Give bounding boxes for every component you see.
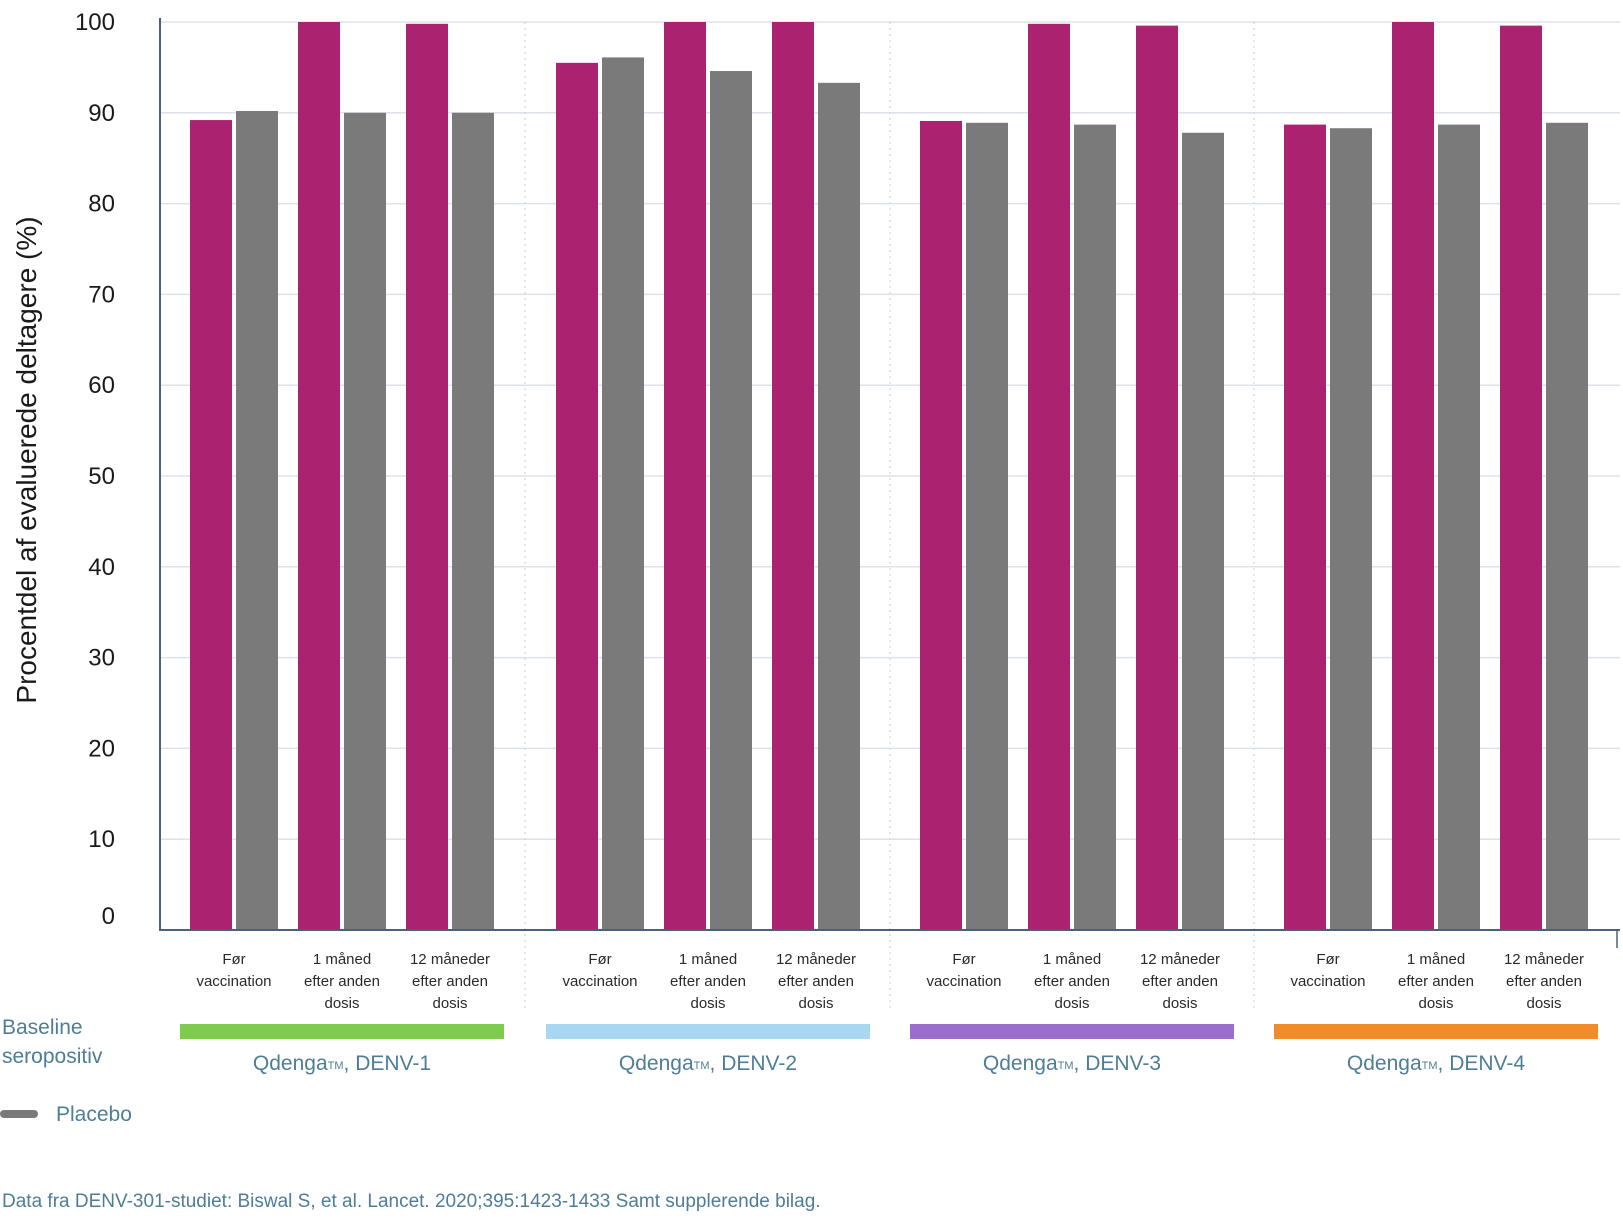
bar-qdenga — [920, 120, 962, 931]
group-color-bar — [180, 1024, 504, 1039]
bar-placebo — [1330, 128, 1372, 931]
bar-qdenga — [556, 62, 598, 931]
group-color-bars — [180, 1024, 1598, 1039]
axes — [159, 18, 1620, 948]
bar-placebo — [236, 110, 278, 930]
bar-placebo — [1438, 124, 1480, 930]
category-label: Før vaccination — [1290, 951, 1365, 990]
bar-qdenga — [406, 23, 448, 931]
source-citation: Data fra DENV-301-studiet: Biswal S, et … — [2, 1191, 821, 1212]
category-label: Før vaccination — [562, 951, 637, 990]
bar-placebo — [1546, 122, 1588, 930]
bar-placebo — [1074, 124, 1116, 930]
group-label: QdengaTM, DENV-3 — [983, 1052, 1161, 1075]
bar-placebo — [1182, 132, 1224, 930]
y-tick-label: 70 — [88, 281, 115, 308]
legend-placebo-swatch — [0, 1110, 38, 1118]
y-tick-label: 80 — [88, 191, 115, 218]
bar-placebo — [344, 112, 386, 931]
group-label: QdengaTM, DENV-2 — [619, 1052, 797, 1075]
category-label: 12 måneder efter anden dosis — [1140, 951, 1220, 1012]
bar-qdenga — [298, 22, 340, 930]
y-tick-label: 30 — [88, 645, 115, 672]
category-label: 1 måned efter anden dosis — [304, 951, 380, 1012]
group-color-bar — [546, 1024, 870, 1039]
y-tick-label: 90 — [88, 100, 115, 127]
bar-placebo — [966, 122, 1008, 930]
bar-qdenga — [190, 120, 232, 930]
y-tick-label: 20 — [88, 735, 115, 762]
bar-placebo — [818, 82, 860, 930]
bar-qdenga — [1136, 25, 1178, 930]
category-label: 12 måneder efter anden dosis — [776, 951, 856, 1012]
y-tick-label: 50 — [88, 463, 115, 490]
category-label: 1 måned efter anden dosis — [1034, 951, 1110, 1012]
group-separators — [524, 22, 1255, 1010]
group-label: QdengaTM, DENV-1 — [253, 1052, 431, 1075]
legend-baseline-line1: Baseline — [2, 1016, 83, 1039]
category-label: Før vaccination — [196, 951, 271, 990]
legend: Baseline seropositiv Placebo — [0, 1016, 132, 1126]
y-tick-labels: 0 10 20 30 40 50 60 70 80 90 100 — [75, 9, 115, 930]
bar-qdenga — [1028, 23, 1070, 931]
y-tick-label: 100 — [75, 9, 115, 36]
y-tick-label: 10 — [88, 826, 115, 853]
bar-qdenga — [664, 22, 706, 930]
group-labels: QdengaTM, DENV-1 QdengaTM, DENV-2 QdengaTM… — [253, 1052, 1525, 1075]
y-tick-label: 40 — [88, 554, 115, 581]
category-label: 12 måneder efter anden dosis — [410, 951, 490, 1012]
bar-placebo — [452, 112, 494, 931]
y-tick-label: 0 — [102, 903, 115, 930]
group-color-bar — [910, 1024, 1234, 1039]
legend-placebo-label: Placebo — [56, 1103, 132, 1126]
y-tick-label: 60 — [88, 372, 115, 399]
group-label: QdengaTM, DENV-4 — [1347, 1052, 1525, 1075]
bar-placebo — [602, 57, 644, 931]
bars — [190, 22, 1588, 931]
category-label: 12 måneder efter anden dosis — [1504, 951, 1584, 1012]
bar-qdenga — [1392, 22, 1434, 930]
group-color-bar — [1274, 1024, 1598, 1039]
bar-qdenga — [1284, 124, 1326, 930]
category-labels: Før vaccination 1 måned efter anden dosis 12 … — [196, 951, 1584, 1012]
category-label: 1 måned efter anden dosis — [670, 951, 746, 1012]
legend-baseline-line2: seropositiv — [2, 1045, 103, 1068]
bar-qdenga — [1500, 25, 1542, 930]
y-axis-label: Procentdel af evaluerede deltagere (%) — [11, 216, 42, 703]
bar-qdenga — [772, 22, 814, 930]
category-label: Før vaccination — [926, 951, 1001, 990]
bar-placebo — [710, 71, 752, 931]
category-label: 1 måned efter anden dosis — [1398, 951, 1474, 1012]
